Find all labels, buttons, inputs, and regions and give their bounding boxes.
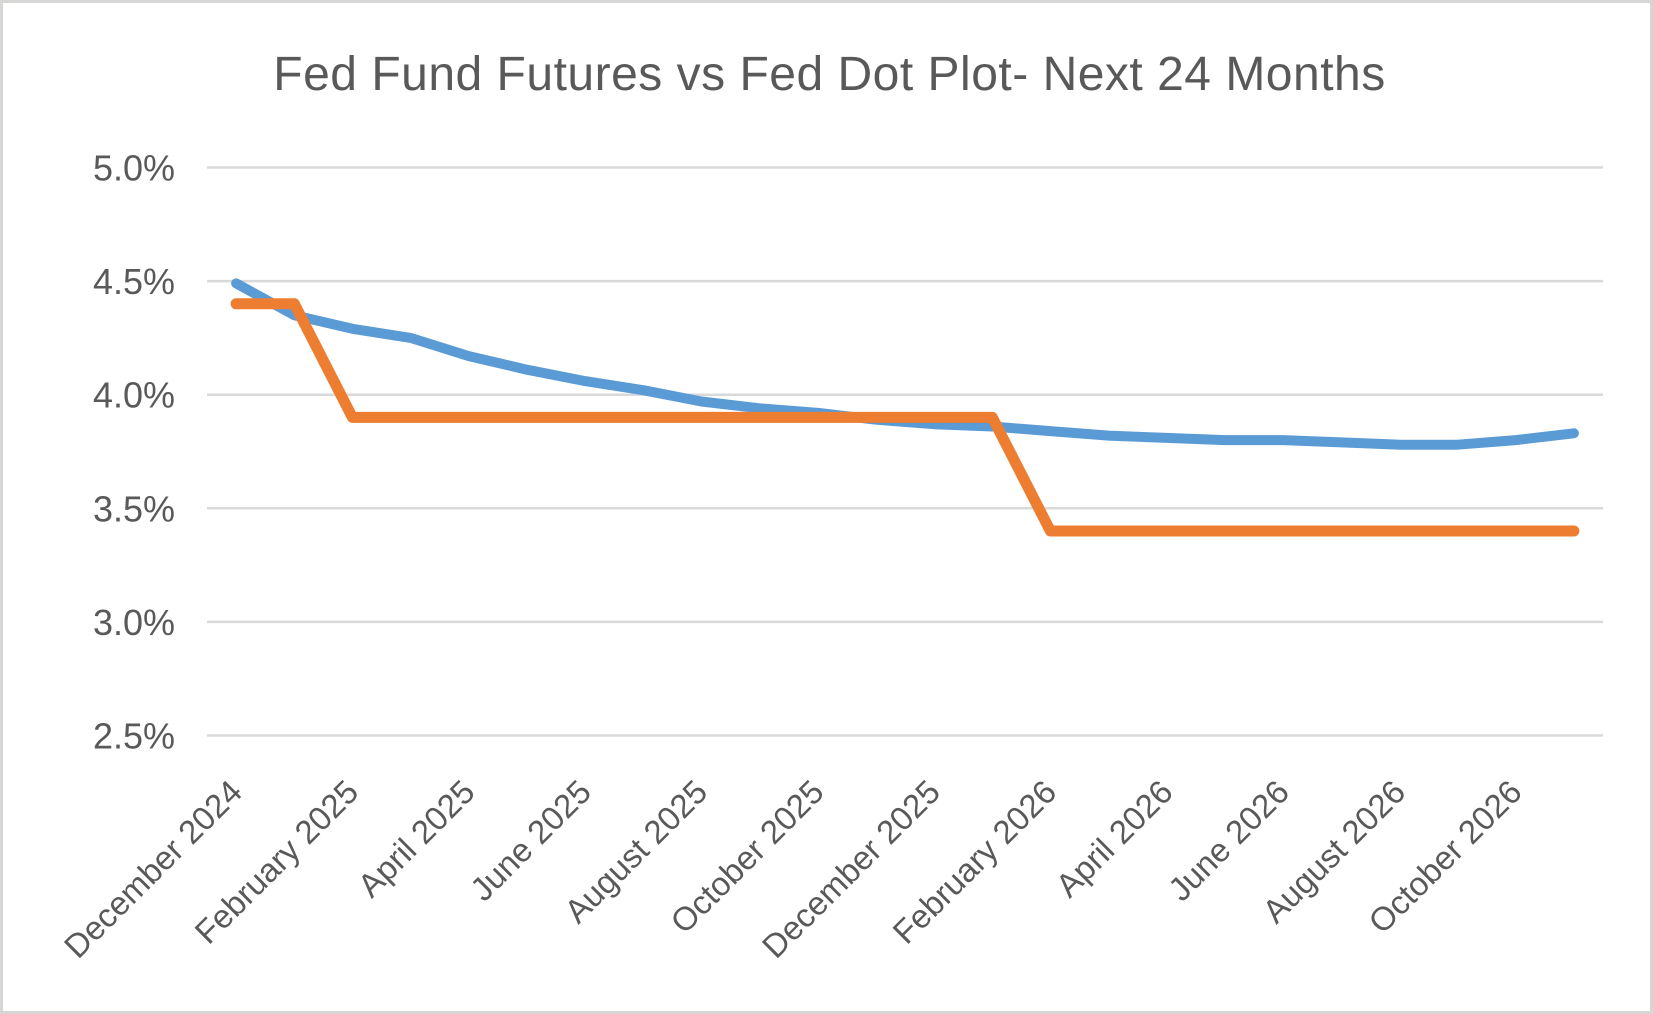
x-axis-tick-label: April 2025 [350, 773, 481, 904]
series-line-fed-dot-plot [230, 298, 1580, 537]
y-axis-tick-label: 2.5% [93, 716, 175, 757]
y-axis-tick-label: 4.5% [93, 261, 175, 302]
y-axis-tick-label: 3.5% [93, 488, 175, 529]
x-axis-tick-label: April 2026 [1048, 773, 1179, 904]
y-axis-tick-label: 3.0% [93, 602, 175, 643]
chart-title: Fed Fund Futures vs Fed Dot Plot- Next 2… [273, 48, 1386, 101]
y-axis-tick-label: 4.0% [93, 375, 175, 416]
chart: 5.0%4.5%4.0%3.5%3.0%2.5%December 2024Feb… [57, 148, 1603, 965]
y-axis-tick-label: 5.0% [93, 148, 175, 189]
